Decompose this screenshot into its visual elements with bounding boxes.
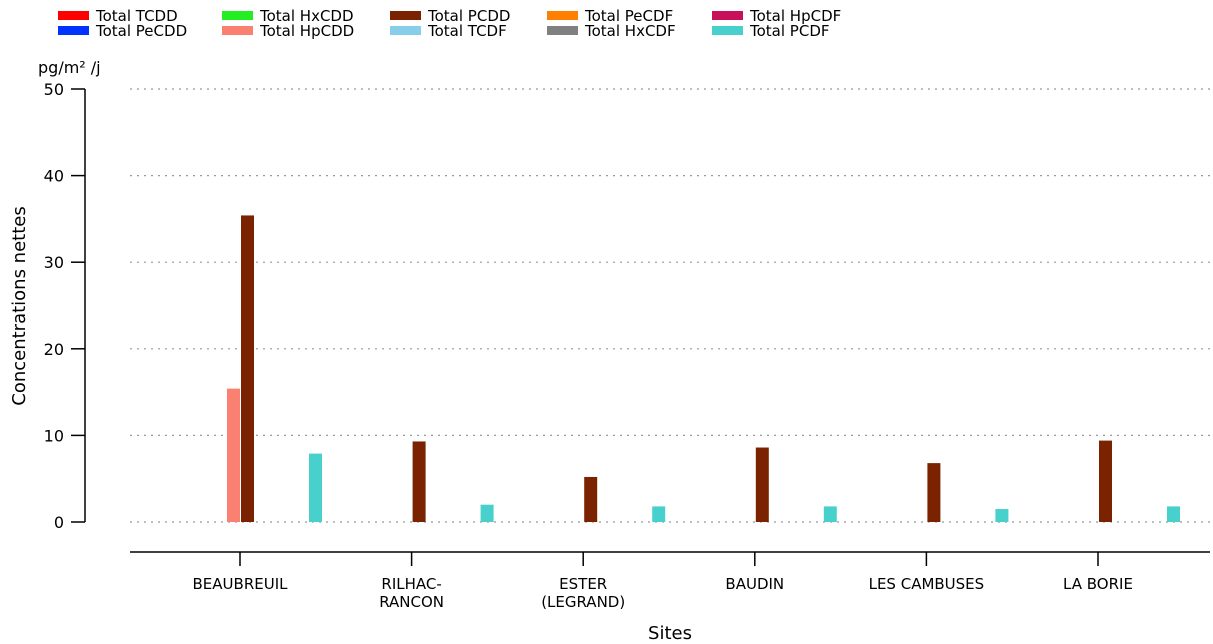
legend-swatch-total-hpcdf [712,11,743,20]
legend-label-total-pcdf: Total PCDF [749,22,830,40]
bar-total-pcdf-baudin [823,506,837,522]
bar-total-pcdd-ester-legrand [584,476,598,522]
legend-swatch-total-tcdd [58,11,89,20]
y-tick-label-0: 0 [54,513,64,532]
y-axis-title: Concentrations nettes [9,206,30,406]
bar-total-pcdd-rilhac-rancon [412,441,426,522]
legend-swatch-total-hpcdd [222,26,253,35]
x-tick-label-beaubreuil: BEAUBREUIL [193,575,289,593]
bar-total-pcdd-beaubreuil [241,215,254,522]
legend-swatch-total-hxcdd [222,11,253,20]
legend-label-total-hxcdd: Total HxCDD [259,7,354,25]
x-tick-label-ester-legrand: ESTER (LEGRAND) [541,575,625,611]
legend-swatch-total-pcdd [390,11,421,20]
legend-swatch-total-hxcdf [547,26,578,35]
y-tick-label-10: 10 [44,426,64,445]
bar-total-pcdd-baudin [755,447,769,522]
grid [130,88,1210,523]
x-tick-label-baudin: BAUDIN [725,575,784,593]
bar-total-hpcdd-beaubreuil [227,388,240,522]
x-tick-label-les-cambuses: LES CAMBUSES [869,575,985,593]
y-tick-label-20: 20 [44,340,64,359]
bar-total-pcdf-la-borie [1167,506,1180,522]
legend-swatch-total-tcdf [390,26,421,35]
bar-total-pcdf-ester-legrand [652,506,666,522]
ticks: 0 10 20 30 40 50 BEAUBREUIL RILHAC-RANCON ESTER(… [44,80,1133,611]
axes [84,89,1210,553]
bar-total-pcdf-les-cambuses [995,509,1009,522]
bar-total-pcdd-les-cambuses [927,463,941,522]
bars [227,215,1180,522]
legend-label-total-tcdf: Total TCDF [427,22,507,40]
y-tick-label-40: 40 [44,167,64,186]
x-tick-label-la-borie: LA BORIE [1063,575,1133,593]
legend-label-total-pecdd: Total PeCDD [95,22,187,40]
y-unit-label: pg/m² /j [38,58,101,77]
bar-total-pcdd-la-borie [1099,440,1112,522]
legend-swatch-total-pcdf [712,26,743,35]
x-axis-title: Sites [648,623,692,644]
legend-label-total-pcdd: Total PCDD [427,7,510,25]
legend-label-total-hxcdf: Total HxCDF [584,22,676,40]
y-tick-label-30: 30 [44,253,64,272]
legend-label-total-hpcdd: Total HpCDD [259,22,354,40]
y-tick-label-50: 50 [44,80,64,99]
legend-swatch-total-pecdd [58,26,89,35]
legend-label-total-hpcdf: Total HpCDF [749,7,841,25]
legend-swatch-total-pecdf [547,11,578,20]
bar-total-pcdf-beaubreuil [309,453,322,522]
x-tick-label-rilhac-rancon: RILHAC-RANCON [379,575,444,611]
legend-label-total-tcdd: Total TCDD [95,7,178,25]
legend-label-total-pecdf: Total PeCDF [584,7,673,25]
bar-total-pcdf-rilhac-rancon [480,504,494,522]
